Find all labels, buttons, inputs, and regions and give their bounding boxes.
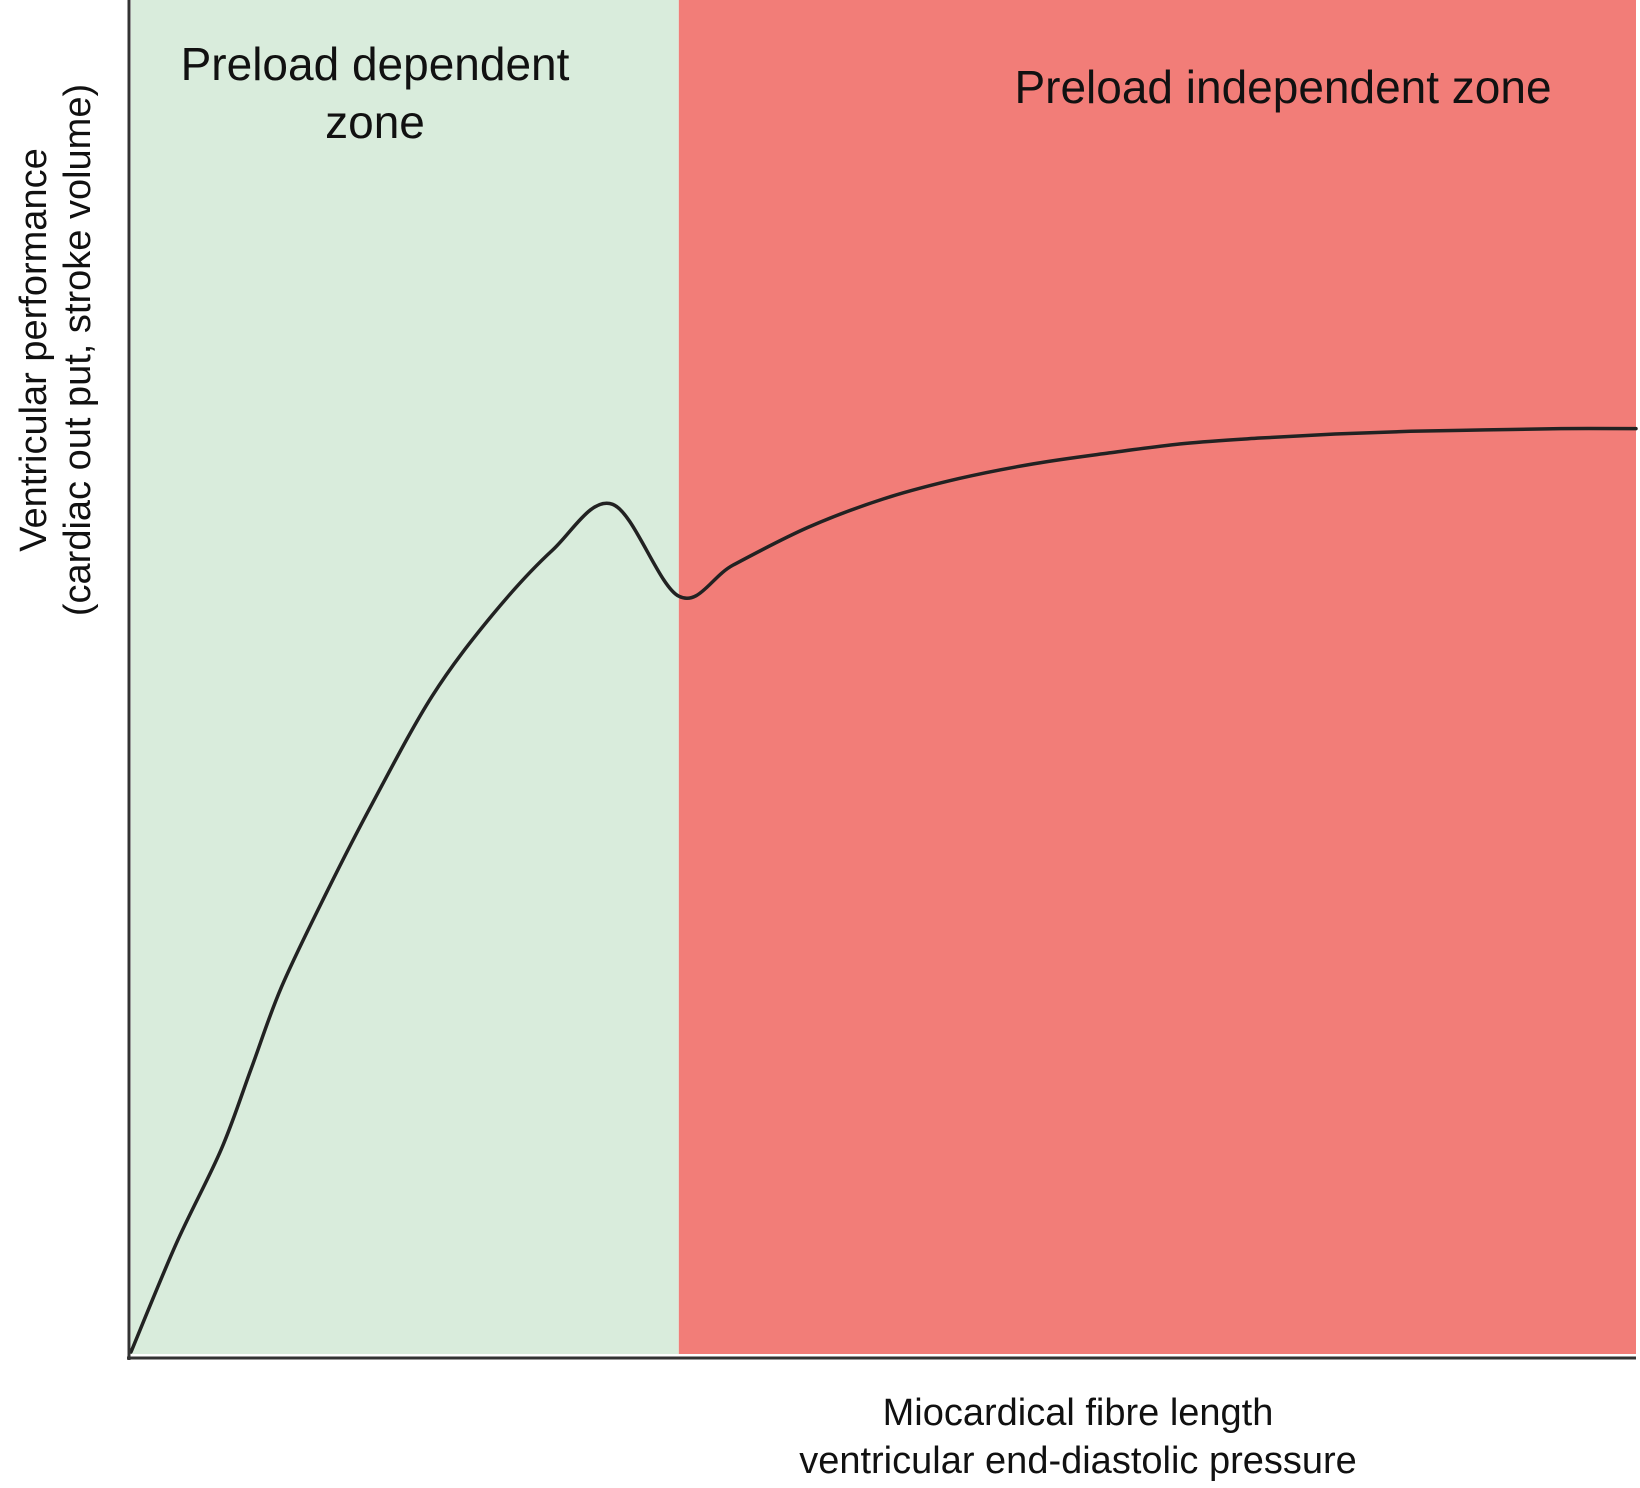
zone-label-1-line-2: zone (325, 96, 425, 148)
y-axis-label: Ventricular performance (cardiac out put,… (13, 84, 99, 616)
series-line-1 (129, 426, 1638, 1354)
x-axis-label: Miocardical fibre length ventricular end-… (799, 1392, 1357, 1482)
x-axis-label-line-2: ventricular end-diastolic pressure (799, 1440, 1357, 1482)
zone-labels-layer: Preload dependent zone Preload independent… (181, 38, 1552, 148)
zone-label-2-line-1: Preload independent zone (1014, 61, 1551, 113)
x-axis-label-line-1: Miocardical fibre length (883, 1392, 1274, 1434)
zone-label-1-line-1: Preload dependent (181, 38, 570, 90)
y-axis-label-line-1: Ventricular performance (13, 148, 55, 551)
zone-band-1 (131, 0, 679, 1354)
curve-layer (129, 426, 1638, 1354)
axes-layer (127, 0, 1636, 1360)
zones-layer (131, 0, 1636, 1354)
zone-band-2 (678, 0, 1636, 1354)
y-axis-label-line-2: (cardiac out put, stroke volume) (57, 84, 99, 616)
